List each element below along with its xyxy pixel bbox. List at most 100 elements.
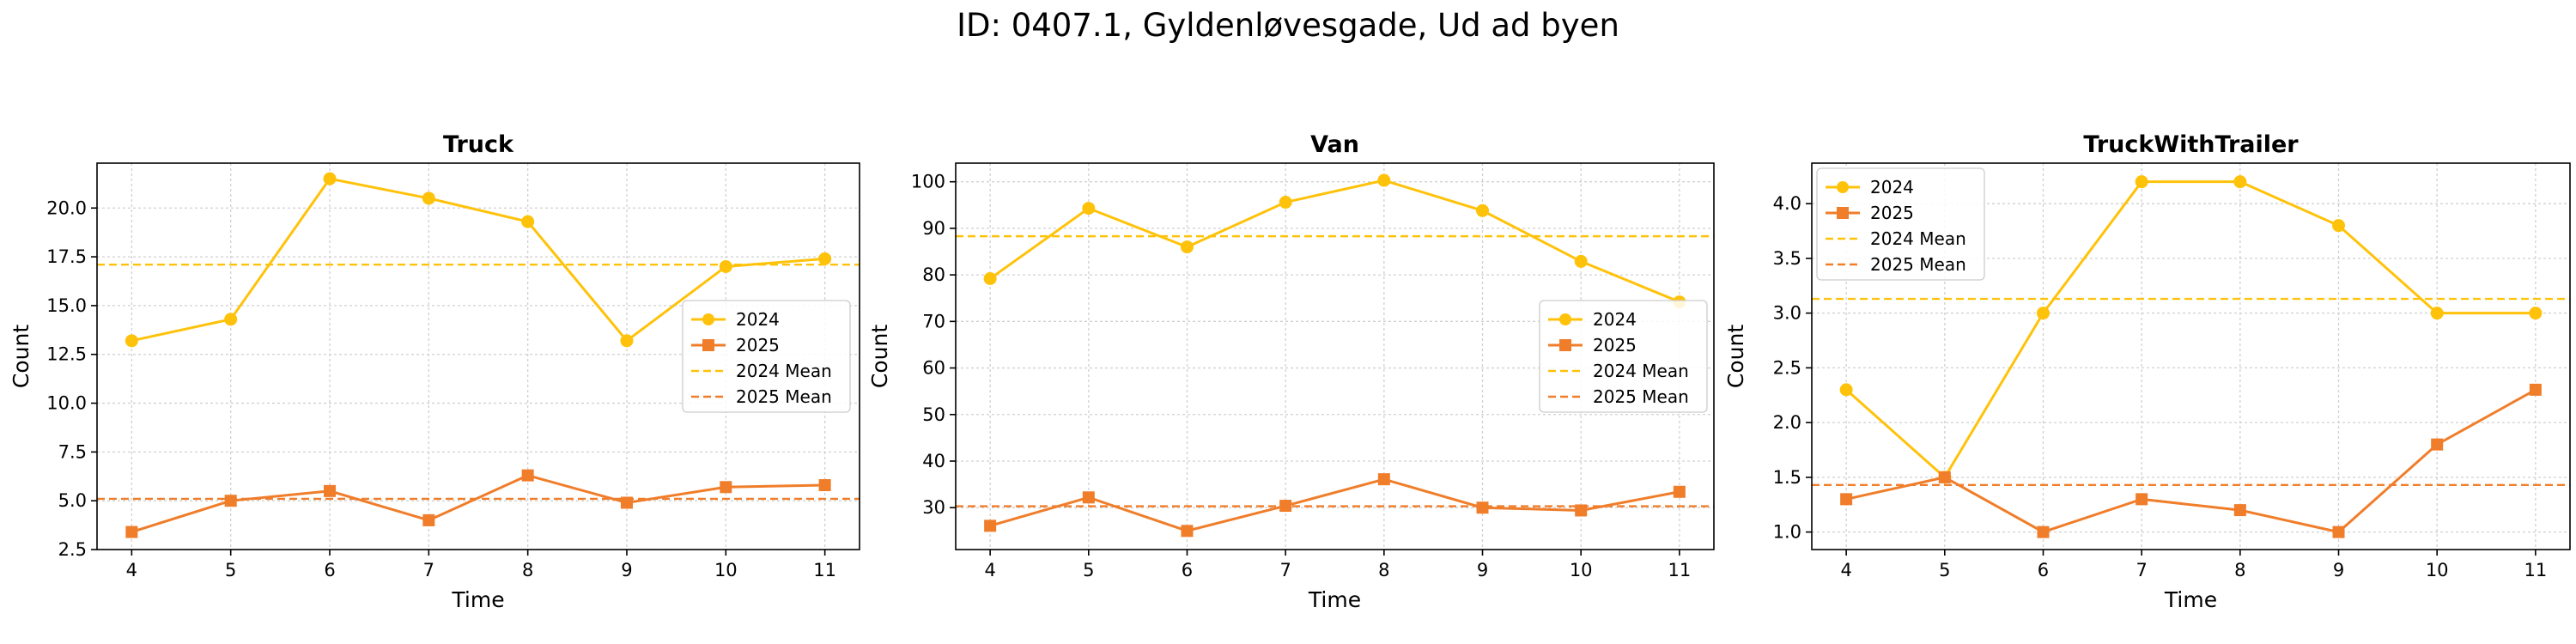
y-tick-label: 10.0 — [46, 393, 87, 414]
legend-box — [1816, 167, 1985, 281]
y-tick-label: 70 — [922, 311, 945, 331]
legend-label: 2025 Mean — [1593, 386, 1689, 407]
legend-label: 2025 Mean — [736, 386, 832, 407]
data-point-2024 — [983, 271, 997, 285]
x-tick-label: 9 — [2333, 560, 2344, 580]
data-point-2025 — [1377, 473, 1390, 486]
data-point-2024 — [2430, 307, 2444, 320]
x-tick-label: 11 — [1668, 560, 1691, 580]
y-tick-label: 60 — [922, 358, 945, 379]
data-point-2025 — [2037, 526, 2050, 538]
data-point-2025 — [984, 519, 997, 532]
x-tick-label: 11 — [813, 560, 836, 580]
x-tick-label: 5 — [1939, 560, 1950, 580]
y-tick-label: 100 — [911, 172, 945, 192]
y-tick-label: 2.5 — [1773, 357, 1801, 378]
data-point-2025 — [2136, 493, 2148, 506]
data-point-2024 — [125, 334, 138, 348]
y-axis-label: Count — [867, 325, 892, 388]
subplot-title: TruckWithTrailer — [2083, 131, 2299, 158]
legend-label: 2024 Mean — [1593, 361, 1689, 381]
legend-label: 2025 Mean — [1870, 254, 1966, 275]
x-axis-label: Time — [1308, 587, 1361, 612]
data-point-2025 — [1575, 504, 1588, 517]
x-tick-label: 7 — [1279, 560, 1291, 580]
legend-box — [1539, 300, 1708, 413]
x-tick-label: 8 — [522, 560, 533, 580]
data-point-2025 — [1279, 500, 1292, 513]
data-point-2024 — [422, 191, 435, 205]
x-tick-label: 8 — [2234, 560, 2245, 580]
series-line-2025 — [989, 477, 1680, 532]
y-axis-label: Count — [9, 325, 33, 388]
data-point-2025 — [422, 513, 435, 526]
legend-label: 2024 — [736, 309, 780, 330]
legend: 2024 2025 2024 Mean 2025 Mean — [1816, 167, 1985, 281]
legend-label: 2025 — [1593, 335, 1637, 355]
data-point-2024 — [2036, 307, 2050, 320]
series-line-2024 — [131, 177, 825, 343]
data-point-2025 — [324, 484, 337, 497]
y-tick-label: 5.0 — [58, 490, 87, 511]
x-tick-label: 7 — [2136, 560, 2147, 580]
x-tick-label: 4 — [126, 560, 137, 580]
x-tick-label: 10 — [1570, 560, 1593, 580]
x-tick-label: 8 — [1378, 560, 1389, 580]
legend: 2024 2025 2024 Mean 2025 Mean — [1539, 300, 1708, 413]
data-point-2025 — [2431, 438, 2444, 451]
x-tick-label: 9 — [1477, 560, 1488, 580]
data-point-2024 — [323, 172, 337, 185]
series-line-2024 — [989, 179, 1680, 303]
data-point-2024 — [1839, 383, 1853, 397]
y-tick-label: 2.0 — [1773, 412, 1801, 433]
y-tick-label: 90 — [922, 218, 945, 239]
figure-title: ID: 0407.1, Gyldenløvesgade, Ud ad byen — [957, 7, 1619, 44]
x-axis-label: Time — [451, 587, 504, 612]
data-point-2024 — [2233, 175, 2247, 189]
x-tick-label: 5 — [225, 560, 236, 580]
data-point-2024 — [2529, 307, 2543, 320]
data-point-2025 — [521, 469, 534, 482]
subplot-1: 4 5 6 7 8 9 10 11 2.5 5.0 7.5 10.0 12.5 15.0 17.5 20.0 T… — [9, 131, 860, 612]
data-point-2025 — [620, 496, 633, 509]
data-point-2024 — [818, 252, 832, 265]
data-point-2024 — [1377, 173, 1391, 187]
y-tick-label: 80 — [922, 264, 945, 285]
x-tick-label: 10 — [714, 560, 738, 580]
legend-marker — [1837, 207, 1849, 219]
y-tick-label: 17.5 — [46, 246, 87, 267]
x-tick-label: 6 — [1182, 560, 1193, 580]
legend-marker — [1559, 339, 1571, 351]
legend-label: 2024 Mean — [1870, 228, 1966, 249]
series-line-2025 — [1845, 388, 2537, 534]
data-point-2024 — [1082, 202, 1096, 216]
series-line-2024 — [1845, 180, 2536, 480]
data-point-2024 — [620, 334, 634, 348]
subplot-title: Truck — [443, 131, 514, 158]
data-point-2025 — [1476, 501, 1489, 514]
data-point-2024 — [1476, 204, 1490, 217]
legend-label: 2024 — [1593, 309, 1637, 330]
legend-marker — [702, 339, 714, 351]
y-tick-label: 3.0 — [1773, 303, 1801, 324]
legend-marker — [1837, 181, 1849, 193]
x-tick-label: 5 — [1083, 560, 1094, 580]
data-point-2025 — [1181, 525, 1194, 538]
x-tick-label: 11 — [2524, 560, 2547, 580]
data-point-2025 — [818, 479, 831, 491]
axes-frame — [96, 162, 860, 550]
y-tick-label: 4.0 — [1773, 193, 1801, 214]
axes-frame — [955, 162, 1715, 550]
axes-frame — [1811, 162, 2571, 550]
data-point-2025 — [2233, 504, 2246, 517]
data-point-2024 — [1180, 240, 1194, 254]
y-axis-label: Count — [1723, 325, 1748, 388]
x-tick-label: 4 — [984, 560, 995, 580]
data-point-2025 — [224, 495, 237, 507]
y-tick-label: 7.5 — [58, 441, 87, 462]
legend-label: 2024 — [1870, 177, 1914, 197]
y-tick-label: 30 — [922, 497, 945, 518]
data-point-2024 — [2332, 219, 2346, 233]
data-point-2025 — [1673, 485, 1686, 498]
y-tick-label: 1.0 — [1773, 522, 1801, 543]
